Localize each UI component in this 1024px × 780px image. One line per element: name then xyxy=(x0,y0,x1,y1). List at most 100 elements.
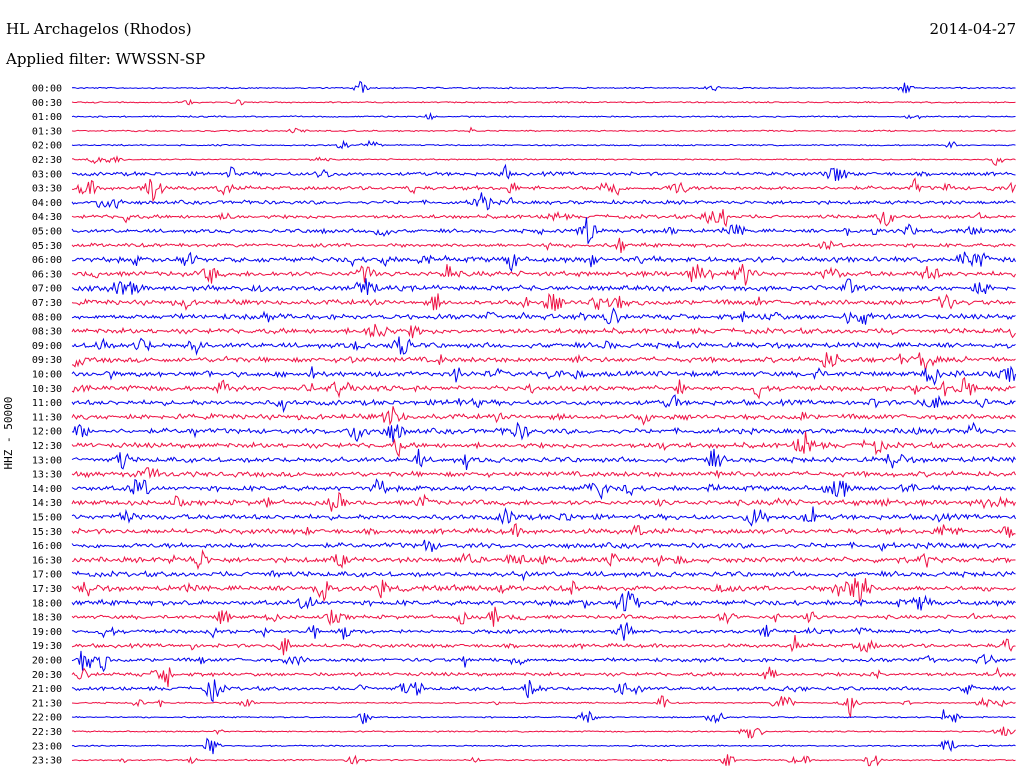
seismic-trace xyxy=(71,292,1016,311)
seismic-trace xyxy=(71,666,1016,688)
seismic-trace xyxy=(71,523,1016,538)
row-time-label: 07:30 xyxy=(32,298,62,309)
seismic-trace xyxy=(71,709,1016,725)
row-time-label: 22:30 xyxy=(32,727,62,738)
row-time-label: 14:00 xyxy=(32,484,62,495)
seismic-trace xyxy=(71,278,1016,296)
row-time-label: 03:00 xyxy=(32,169,62,180)
row-time-label: 16:30 xyxy=(32,555,62,566)
row-time-label: 16:00 xyxy=(32,541,62,552)
row-time-label: 21:30 xyxy=(32,698,62,709)
seismic-trace xyxy=(71,336,1016,356)
filter-label: Applied filter: WWSSN-SP xyxy=(6,50,206,68)
row-time-label: 05:00 xyxy=(32,227,62,238)
seismic-trace xyxy=(71,98,1016,106)
row-time-label: 08:00 xyxy=(32,312,62,323)
seismic-trace xyxy=(71,307,1016,325)
seismic-trace xyxy=(71,237,1016,253)
row-time-label: 23:30 xyxy=(32,756,62,767)
row-time-label: 11:00 xyxy=(32,398,62,409)
row-time-label: 13:30 xyxy=(32,470,62,481)
seismic-trace xyxy=(71,726,1016,739)
row-time-label: 00:30 xyxy=(32,98,62,109)
row-time-label: 22:00 xyxy=(32,713,62,724)
row-time-label: 02:30 xyxy=(32,155,62,166)
row-time-label: 06:00 xyxy=(32,255,62,266)
seismic-trace xyxy=(71,431,1016,458)
seismic-trace xyxy=(71,126,1016,134)
seismic-trace xyxy=(71,634,1016,656)
row-time-label: 15:30 xyxy=(32,527,62,538)
seismic-trace xyxy=(71,80,1016,94)
seismic-trace xyxy=(71,323,1016,339)
seismic-trace xyxy=(71,491,1016,512)
row-time-label: 09:30 xyxy=(32,355,62,366)
row-time-label: 18:30 xyxy=(32,613,62,624)
seismic-trace xyxy=(71,679,1016,703)
seismic-trace xyxy=(71,570,1016,582)
row-time-label: 20:30 xyxy=(32,670,62,681)
seismic-trace xyxy=(72,622,1016,641)
seismic-trace xyxy=(71,421,1016,443)
row-time-label: 03:30 xyxy=(32,184,62,195)
seismic-trace xyxy=(71,376,1016,400)
row-time-label: 10:00 xyxy=(32,370,62,381)
row-time-label: 02:00 xyxy=(32,141,62,152)
row-time-label: 17:00 xyxy=(32,570,62,581)
seismic-trace xyxy=(71,506,1016,527)
seismic-trace xyxy=(71,352,1016,372)
seismic-trace xyxy=(71,606,1016,627)
seismic-trace xyxy=(71,177,1016,203)
row-time-label: 23:00 xyxy=(32,741,62,752)
date-label: 2014-04-27 xyxy=(929,20,1016,38)
row-time-label: 04:30 xyxy=(32,212,62,223)
seismic-trace xyxy=(71,448,1016,470)
seismic-trace xyxy=(71,394,1016,414)
seismic-trace xyxy=(71,548,1016,571)
seismic-trace xyxy=(71,139,1016,150)
station-title: HL Archagelos (Rhodos) xyxy=(6,20,192,38)
seismic-trace xyxy=(71,737,1016,755)
row-time-label: 01:00 xyxy=(32,112,62,123)
seismic-trace xyxy=(71,365,1016,386)
seismic-trace xyxy=(71,539,1016,553)
row-time-label: 07:00 xyxy=(32,284,62,295)
seismic-trace xyxy=(71,192,1016,211)
seismic-trace xyxy=(71,650,1016,673)
row-time-label: 01:30 xyxy=(32,126,62,137)
row-time-label: 17:30 xyxy=(32,584,62,595)
seismic-trace xyxy=(71,406,1016,426)
row-time-label: 04:00 xyxy=(32,198,62,209)
seismic-trace xyxy=(71,111,1016,121)
row-time-label: 05:30 xyxy=(32,241,62,252)
row-time-label: 08:30 xyxy=(32,327,62,338)
seismic-trace xyxy=(71,695,1016,718)
row-time-label: 12:30 xyxy=(32,441,62,452)
seismic-trace xyxy=(71,209,1016,228)
seismic-trace xyxy=(71,163,1016,181)
seismic-trace xyxy=(71,264,1016,286)
row-time-label: 14:30 xyxy=(32,498,62,509)
row-time-label: 15:00 xyxy=(32,513,62,524)
row-time-label: 13:00 xyxy=(32,455,62,466)
row-time-label: 11:30 xyxy=(32,412,62,423)
seismic-trace xyxy=(71,754,1016,767)
row-time-label: 19:00 xyxy=(32,627,62,638)
row-time-label: 20:00 xyxy=(32,656,62,667)
seismic-trace xyxy=(71,577,1016,603)
seismic-trace xyxy=(71,478,1016,501)
row-time-label: 10:30 xyxy=(32,384,62,395)
row-time-label: 00:00 xyxy=(32,84,62,95)
seismic-trace xyxy=(71,467,1016,480)
row-time-label: 12:00 xyxy=(32,427,62,438)
row-time-label: 21:00 xyxy=(32,684,62,695)
row-time-label: 19:30 xyxy=(32,641,62,652)
row-time-label: 18:00 xyxy=(32,598,62,609)
row-time-label: 09:00 xyxy=(32,341,62,352)
seismic-trace xyxy=(71,155,1016,167)
seismic-trace xyxy=(71,591,1016,612)
seismic-trace xyxy=(71,251,1016,273)
row-time-label: 06:30 xyxy=(32,269,62,280)
seismic-trace xyxy=(71,217,1016,244)
